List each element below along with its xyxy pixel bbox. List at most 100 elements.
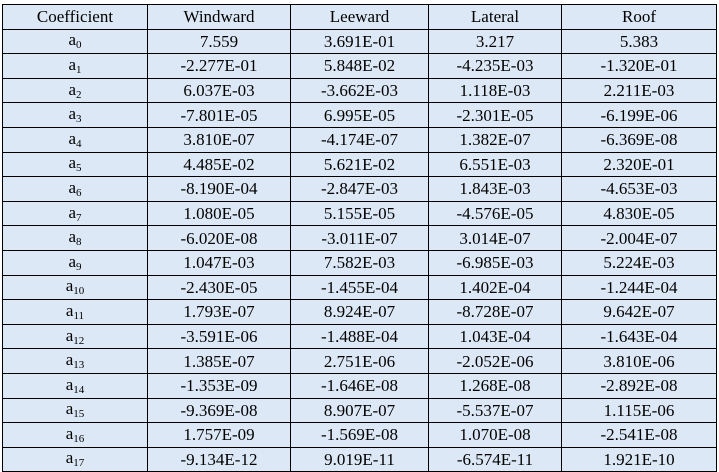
table-row: a2 6.037E-03 -3.662E-03 1.118E-03 2.211E-03 [2,77,717,104]
coefficient-base: a [68,79,77,99]
coefficient-base: a [65,374,74,394]
roof-value: 2.320E-01 [561,151,717,178]
coefficient-table: Coefficient Windward Leeward Lateral Roo… [2,4,717,472]
lateral-value: -5.537E-07 [428,397,562,424]
table-row: a14 -1.353E-09 -1.646E-08 1.268E-08 -2.892E-… [2,372,717,399]
table-row: a15 -9.369E-08 8.907E-07 -5.537E-07 1.115E-0… [2,397,717,424]
header-lateral: Lateral [428,4,562,30]
windward-value: 1.080E-05 [147,200,291,227]
coefficient-subscript: 6 [76,186,82,199]
leeward-value: 5.621E-02 [290,151,429,178]
windward-value: -3.591E-06 [147,323,291,350]
coefficient-subscript: 7 [76,211,82,224]
coefficient-base: a [65,399,74,419]
table-row: a8 -6.020E-08 -3.011E-07 3.014E-07 -2.004E-0… [2,225,717,251]
coefficient-subscript: 13 [73,359,85,372]
coefficient-label: a15 [2,397,148,424]
roof-value: 5.224E-03 [561,249,717,276]
windward-value: -6.020E-08 [147,225,291,251]
coefficient-label: a13 [2,348,148,374]
coefficient-base: a [68,153,77,173]
lateral-value: -8.728E-07 [428,299,562,325]
coefficient-subscript: 16 [73,432,85,445]
leeward-value: 5.155E-05 [290,200,429,227]
coefficient-subscript: 5 [76,162,82,175]
coefficient-subscript: 4 [76,137,82,150]
coefficient-base: a [65,276,74,296]
roof-value: -2.541E-08 [561,422,717,448]
lateral-value: -4.235E-03 [428,53,562,79]
leeward-value: -1.488E-04 [290,323,429,350]
roof-value: 2.211E-03 [561,77,717,104]
coefficient-base: a [68,202,77,222]
windward-value: -1.353E-09 [147,372,291,399]
coefficient-subscript: 14 [73,383,85,396]
roof-value: 1.115E-06 [561,397,717,424]
windward-value: 1.047E-03 [147,249,291,276]
coefficient-table-container: Coefficient Windward Leeward Lateral Roo… [2,4,717,472]
leeward-value: 2.751E-06 [290,348,429,374]
table-row: a13 1.385E-07 2.751E-06 -2.052E-06 3.810E-06 [2,348,717,374]
coefficient-label: a4 [2,126,148,153]
lateral-value: 1.402E-04 [428,274,562,301]
roof-value: -2.004E-07 [561,225,717,251]
table-row: a9 1.047E-03 7.582E-03 -6.985E-03 5.224E-03 [2,249,717,276]
coefficient-label: a1 [2,53,148,79]
coefficient-base: a [68,251,77,271]
coefficient-base: a [65,350,74,370]
coefficient-label: a14 [2,372,148,399]
table-row: a5 4.485E-02 5.621E-02 6.551E-03 2.320E-01 [2,151,717,178]
coefficient-base: a [65,325,74,345]
leeward-value: -3.011E-07 [290,225,429,251]
coefficient-label: a7 [2,200,148,227]
lateral-value: -2.052E-06 [428,348,562,374]
windward-value: -8.190E-04 [147,176,291,202]
windward-value: 7.559 [147,28,291,55]
windward-value: 1.793E-07 [147,299,291,325]
leeward-value: -1.455E-04 [290,274,429,301]
lateral-value: 6.551E-03 [428,151,562,178]
coefficient-label: a3 [2,102,148,128]
roof-value: -1.643E-04 [561,323,717,350]
leeward-value: -2.847E-03 [290,176,429,202]
header-leeward: Leeward [290,4,429,30]
lateral-value: 1.382E-07 [428,126,562,153]
lateral-value: -4.576E-05 [428,200,562,227]
coefficient-label: a11 [2,299,148,325]
lateral-value: -6.985E-03 [428,249,562,276]
leeward-value: 3.691E-01 [290,28,429,55]
coefficient-label: a9 [2,249,148,276]
table-row: a3 -7.801E-05 6.995E-05 -2.301E-05 -6.199E-0… [2,102,717,128]
coefficient-base: a [68,227,77,247]
table-row: a6 -8.190E-04 -2.847E-03 1.843E-03 -4.653E-0… [2,176,717,202]
coefficient-subscript: 11 [73,309,85,322]
coefficient-subscript: 15 [73,408,85,421]
coefficient-base: a [65,423,74,443]
coefficient-label: a0 [2,28,148,55]
coefficient-base: a [68,104,77,124]
coefficient-label: a2 [2,77,148,104]
coefficient-base: a [68,128,77,148]
lateral-value: 3.014E-07 [428,225,562,251]
leeward-value: 5.848E-02 [290,53,429,79]
leeward-value: -4.174E-07 [290,126,429,153]
coefficient-subscript: 8 [76,236,82,249]
roof-value: 5.383 [561,28,717,55]
coefficient-subscript: 0 [76,39,82,52]
lateral-value: 1.070E-08 [428,422,562,448]
coefficient-subscript: 9 [76,260,82,273]
table-row: a17 -9.134E-12 9.019E-11 -6.574E-11 1.921E-1… [2,446,717,472]
header-roof: Roof [561,4,717,30]
table-row: a12 -3.591E-06 -1.488E-04 1.043E-04 -1.643E-… [2,323,717,350]
coefficient-label: a8 [2,225,148,251]
roof-value: -4.653E-03 [561,176,717,202]
coefficient-base: a [65,448,74,468]
coefficient-base: a [65,300,74,320]
windward-value: -2.430E-05 [147,274,291,301]
table-row: a11 1.793E-07 8.924E-07 -8.728E-07 9.642E-07 [2,299,717,325]
coefficient-subscript: 17 [73,457,85,470]
coefficient-label: a6 [2,176,148,202]
roof-value: -1.244E-04 [561,274,717,301]
roof-value: 4.830E-05 [561,200,717,227]
coefficient-base: a [68,177,77,197]
